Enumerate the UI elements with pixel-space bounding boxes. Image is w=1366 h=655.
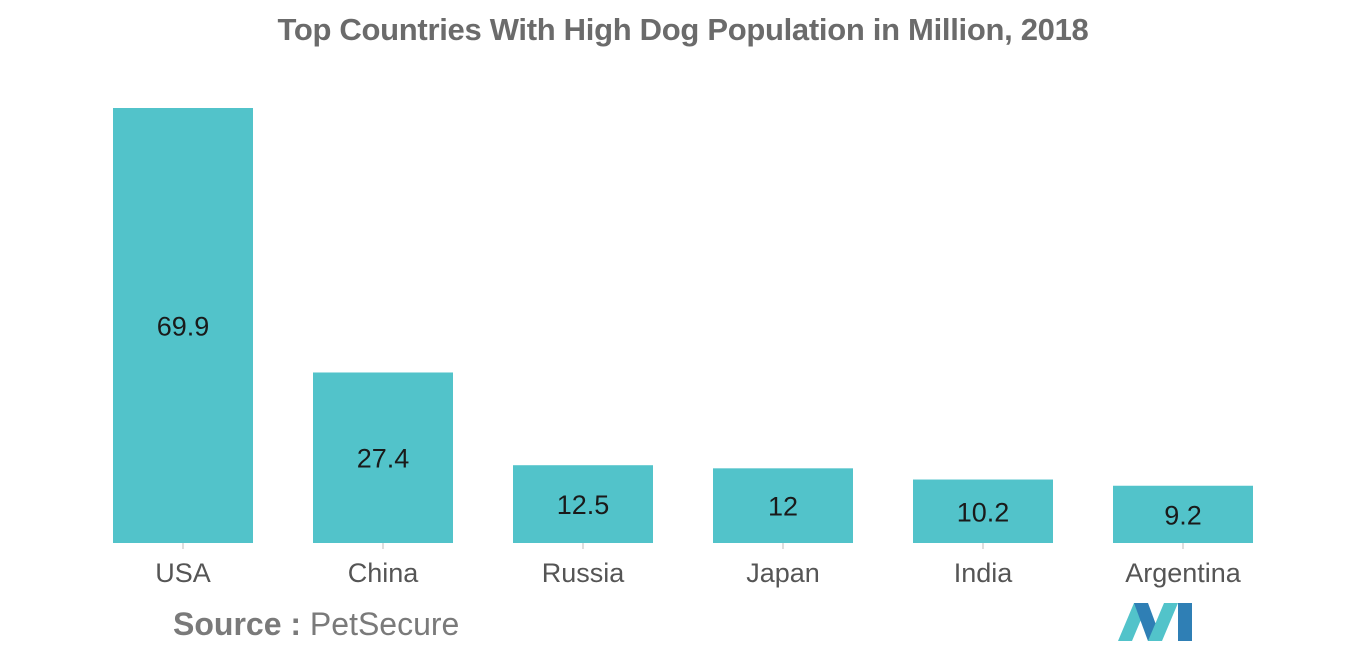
source-name: PetSecure xyxy=(309,606,460,642)
source-label: Source xyxy=(173,606,282,642)
value-label-china: 27.4 xyxy=(357,444,410,474)
bar-argentina xyxy=(1113,485,1253,543)
mordor-logo-icon xyxy=(1118,603,1192,641)
bar-usa xyxy=(113,108,253,543)
chart-title: Top Countries With High Dog Population i… xyxy=(277,12,1089,47)
value-label-usa: 69.9 xyxy=(157,312,210,342)
value-label-russia: 12.5 xyxy=(557,490,610,520)
bar-russia xyxy=(513,465,653,543)
x-tick-label-japan: Japan xyxy=(746,558,820,588)
x-tick-label-argentina: Argentina xyxy=(1125,558,1242,588)
bar-japan xyxy=(713,468,853,543)
value-label-argentina: 9.2 xyxy=(1164,500,1202,530)
x-tick-label-usa: USA xyxy=(155,558,211,588)
source-note: Source : PetSecure xyxy=(173,606,459,643)
x-tick-label-russia: Russia xyxy=(542,558,626,588)
bar-china xyxy=(313,372,453,543)
x-tick-label-china: China xyxy=(348,558,420,588)
x-tick-label-india: India xyxy=(954,558,1014,588)
bar-india xyxy=(913,479,1053,543)
source-separator: : xyxy=(290,606,302,642)
value-label-japan: 12 xyxy=(768,492,798,522)
value-label-india: 10.2 xyxy=(957,497,1010,527)
